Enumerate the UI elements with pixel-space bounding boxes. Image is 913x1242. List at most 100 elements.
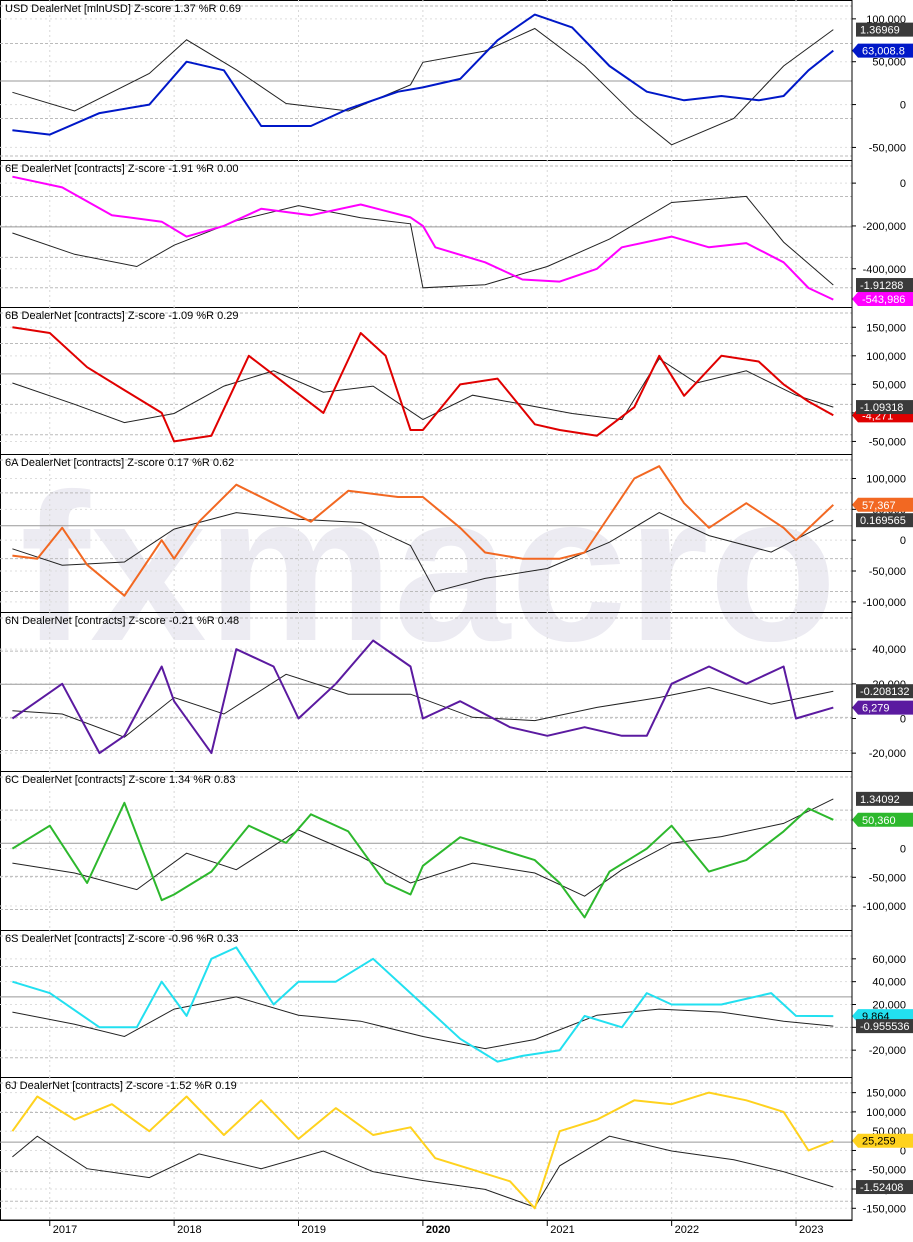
y-tick-label: -20,000 [869,1045,906,1057]
zscore-value-tag: -1.09318 [856,400,913,415]
y-tick-label: -200,000 [863,221,906,233]
zscore-value-tag-bg [856,22,913,37]
zscore-value-tag: -0.208132 [856,684,913,699]
zscore-value-tag-bg [856,513,913,528]
x-tick-label: 2018 [177,1224,201,1236]
last-value-tag-bg [852,497,913,512]
y-tick-label: 0 [900,713,906,725]
zscore-value-label: 0.169565 [860,515,906,527]
zscore-series-line [12,1135,834,1208]
y-tick-label: -50,000 [869,142,906,154]
panel-title: 6S DealerNet [contracts] Z-score -0.96 %… [5,933,239,945]
last-value-label: 63,008.8 [862,46,905,58]
dealernet-series-line [11,1091,834,1210]
y-tick-label: 100,000 [866,1107,906,1119]
zscore-value-tag: 1.34092 [856,791,913,806]
x-tick-label: 2019 [302,1224,326,1236]
y-tick-label: 20,000 [872,1000,906,1012]
y-tick-label: 0 [900,535,906,547]
zscore-value-tag-bg [856,278,913,293]
panel-frame [0,771,853,931]
last-value-label: 25,259 [862,1136,896,1148]
watermark: fxmacro [20,450,837,685]
last-value-tag: 25,259 [852,1133,913,1148]
x-tick-label: 2020 [426,1224,450,1236]
y-tick-label: -100,000 [863,597,906,609]
dealernet-series-line [12,175,834,301]
panel-title: 6C DealerNet [contracts] Z-score 1.34 %R… [5,774,235,786]
y-tick-label: 0 [900,844,906,856]
zscore-value-label: -0.208132 [860,686,910,698]
y-tick-label: 150,000 [866,1088,906,1100]
zscore-value-tag: -0.955536 [856,1019,913,1033]
y-tick-label: -50,000 [869,436,906,448]
last-value-tag-bg [852,1133,913,1148]
zscore-value-tag: -1.52408 [856,1180,913,1195]
chart-panel: 0 -200,000 -400,000 6E DealerNet [contracts… [0,160,913,308]
y-tick-label: -400,000 [863,264,906,276]
y-tick-label: 0 [900,100,906,112]
zscore-value-tag-bg [856,1019,913,1034]
zscore-value-label: 1.36969 [860,25,900,37]
zscore-value-label: -1.91288 [860,280,903,292]
panel-frame [0,160,853,308]
panel-title: 6B DealerNet [contracts] Z-score -1.09 %… [5,310,239,322]
zscore-value-label: 1.34092 [860,794,900,806]
y-tick-label: 50,000 [872,57,906,69]
zscore-series-line [12,358,834,424]
last-value-tag: 6,279 [852,700,913,715]
y-tick-label: 40,000 [872,644,906,656]
last-value-tag: -543,986 [852,292,913,306]
panel-frame [0,1077,853,1221]
zscore-series-line [12,27,834,146]
panel-title: 6N DealerNet [contracts] Z-score -0.21 %… [5,615,239,627]
panel-title: 6J DealerNet [contracts] Z-score -1.52 %… [5,1080,237,1092]
last-value-tag-bg [852,43,913,58]
zscore-series-line [12,195,834,289]
y-tick-label: -50,000 [869,566,906,578]
zscore-series-line [12,798,834,897]
panel-frame [0,307,853,455]
zscore-value-tag-bg [856,791,913,806]
last-value-tag: 57,367 [852,497,913,512]
last-value-label: 6,279 [862,703,890,715]
y-tick-label: 0 [900,1145,906,1157]
y-tick-label: -150,000 [863,1203,906,1215]
zscore-series-line [12,996,834,1050]
x-tick-label: 2017 [53,1224,77,1236]
dealernet-series-line [11,639,834,755]
zscore-value-label: -0.955536 [860,1021,910,1033]
y-tick-label: 60,000 [872,954,906,966]
panel-title: USD DealerNet [mlnUSD] Z-score 1.37 %R 0… [5,3,241,15]
last-value-tag: 50,360 [852,812,913,827]
chart-panel: 150,000100,00050,0000-50,000-100,000-150… [0,1077,913,1221]
last-value-tag-bg [852,292,913,306]
dealernet-series-line [12,13,834,136]
y-tick-label: 50,000 [872,379,906,391]
dealernet-series-line [12,465,834,597]
panel-title: 6A DealerNet [contracts] Z-score 0.17 %R… [5,457,234,469]
y-tick-label: -50,000 [869,1165,906,1177]
panel-title: 6E DealerNet [contracts] Z-score -1.91 %… [5,163,239,175]
last-value-label: -543,986 [862,294,905,306]
zscore-series-line [12,512,834,593]
x-tick-label: 2023 [799,1224,823,1236]
y-tick-label: 40,000 [872,977,906,989]
zscore-value-tag-bg [856,400,913,415]
zscore-value-label: -1.09318 [860,402,903,414]
y-tick-label: -20,000 [869,748,906,760]
last-value-label: 57,367 [862,500,896,512]
last-value-tag-bg [852,700,913,715]
zscore-value-label: -1.52408 [860,1182,903,1194]
y-tick-label: 150,000 [866,322,906,334]
y-tick-label: 100,000 [866,351,906,363]
last-value-tag: 63,008.8 [852,43,913,58]
zscore-value-tag: 0.169565 [856,513,913,528]
